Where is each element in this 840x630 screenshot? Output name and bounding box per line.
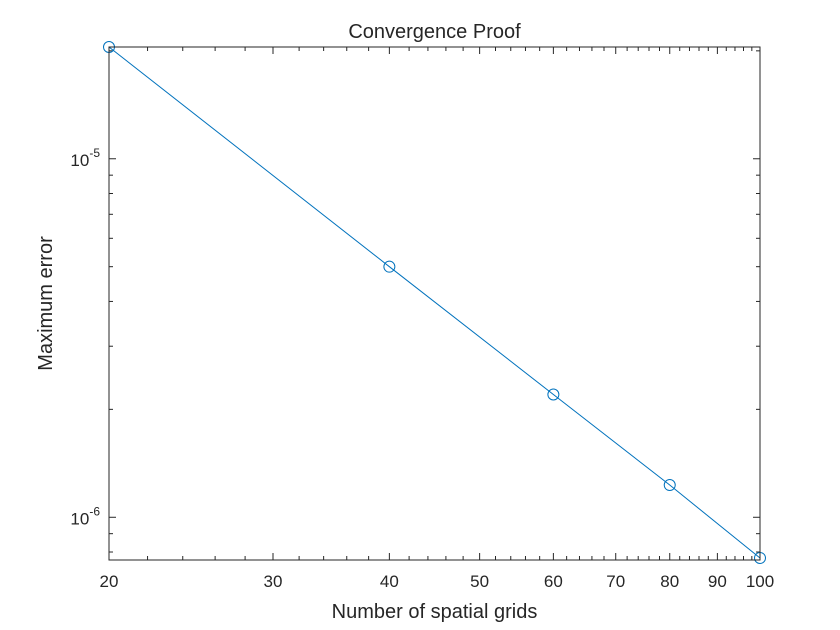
x-tick-label: 50 [470, 572, 489, 591]
y-tick-label: 10-6 [70, 504, 100, 528]
x-tick-label: 60 [544, 572, 563, 591]
x-tick-label: 40 [380, 572, 399, 591]
x-tick-label: 80 [660, 572, 679, 591]
data-point [547, 388, 560, 401]
x-tick-label: 100 [746, 572, 774, 591]
x-tick-label: 20 [100, 572, 119, 591]
x-tick-label: 30 [264, 572, 283, 591]
series-line [108, 46, 761, 559]
plot-frame [108, 46, 761, 561]
y-axis-label: Maximum error [35, 236, 57, 371]
axis-tick-labels: 20 30 40 50 60 70 80 90 100 10-6 10-5 [70, 146, 774, 591]
y-tick-label: 10-5 [70, 146, 100, 170]
chart-title: Convergence Proof [348, 21, 521, 43]
data-point [663, 479, 676, 492]
x-axis-label: Number of spatial grids [332, 601, 538, 623]
data-point [383, 260, 396, 273]
x-tick-label: 90 [708, 572, 727, 591]
axis-ticks [108, 47, 761, 560]
x-tick-label: 70 [606, 572, 625, 591]
